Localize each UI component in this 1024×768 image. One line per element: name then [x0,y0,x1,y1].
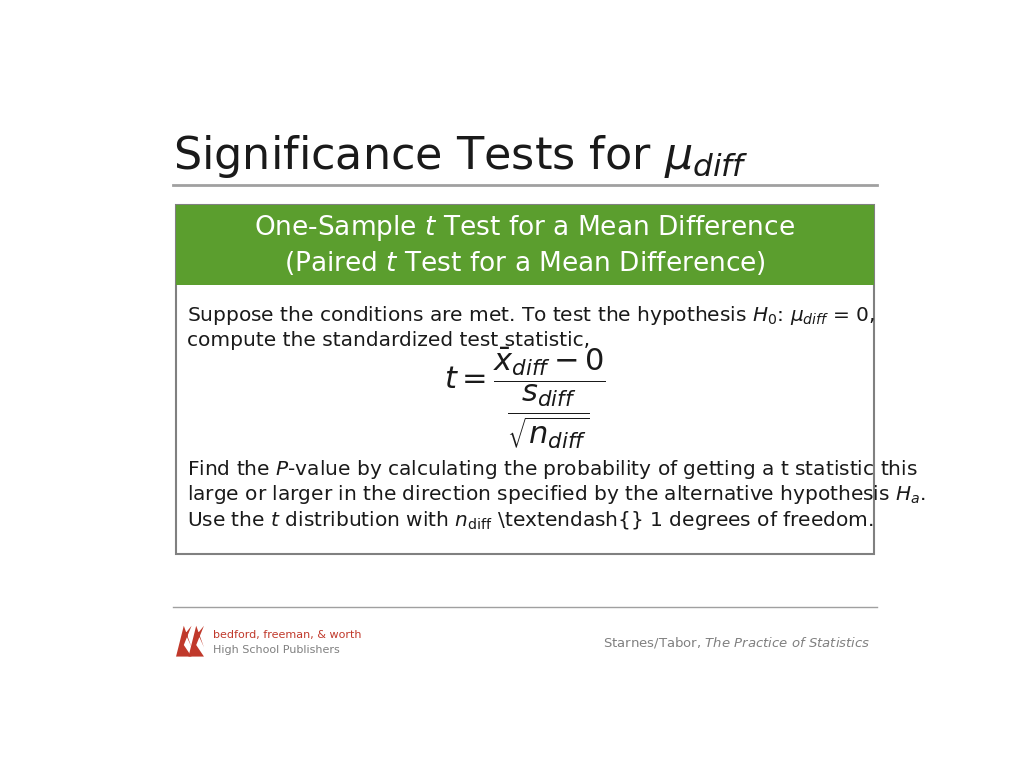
Polygon shape [188,626,204,657]
Text: Find the $P$-value by calculating the probability of getting a t statistic this: Find the $P$-value by calculating the pr… [187,458,918,481]
Text: compute the standardized test statistic,: compute the standardized test statistic, [187,331,590,350]
Text: Suppose the conditions are met. To test the hypothesis $H_0$: $\mu_{\mathit{diff: Suppose the conditions are met. To test … [187,304,876,327]
Text: Significance Tests for $\mu_{\mathit{diff}}$: Significance Tests for $\mu_{\mathit{dif… [173,133,749,180]
Text: $t = \dfrac{\bar{x}_{\mathit{diff}} - 0}{\dfrac{s_{\mathit{diff}}}{\sqrt{n_{\mat: $t = \dfrac{\bar{x}_{\mathit{diff}} - 0}… [443,346,606,452]
Text: Use the $t$ distribution with $n_{\mathrm{diff}}$ \textendash{} 1 degrees of fre: Use the $t$ distribution with $n_{\mathr… [187,508,873,531]
Text: High School Publishers: High School Publishers [213,645,340,655]
Bar [176,204,873,286]
Text: bedford, freeman, & worth: bedford, freeman, & worth [213,630,361,640]
Text: Starnes/Tabor, $\it{The\ Practice\ of\ Statistics}$: Starnes/Tabor, $\it{The\ Practice\ of\ S… [603,635,870,650]
Bar [176,204,873,554]
Text: large or larger in the direction specified by the alternative hypothesis $H_a$.: large or larger in the direction specifi… [187,483,926,506]
Text: (Paired $t$ Test for a Mean Difference): (Paired $t$ Test for a Mean Difference) [284,250,766,277]
Text: One-Sample $t$ Test for a Mean Difference: One-Sample $t$ Test for a Mean Differenc… [254,213,796,243]
Polygon shape [176,626,191,657]
